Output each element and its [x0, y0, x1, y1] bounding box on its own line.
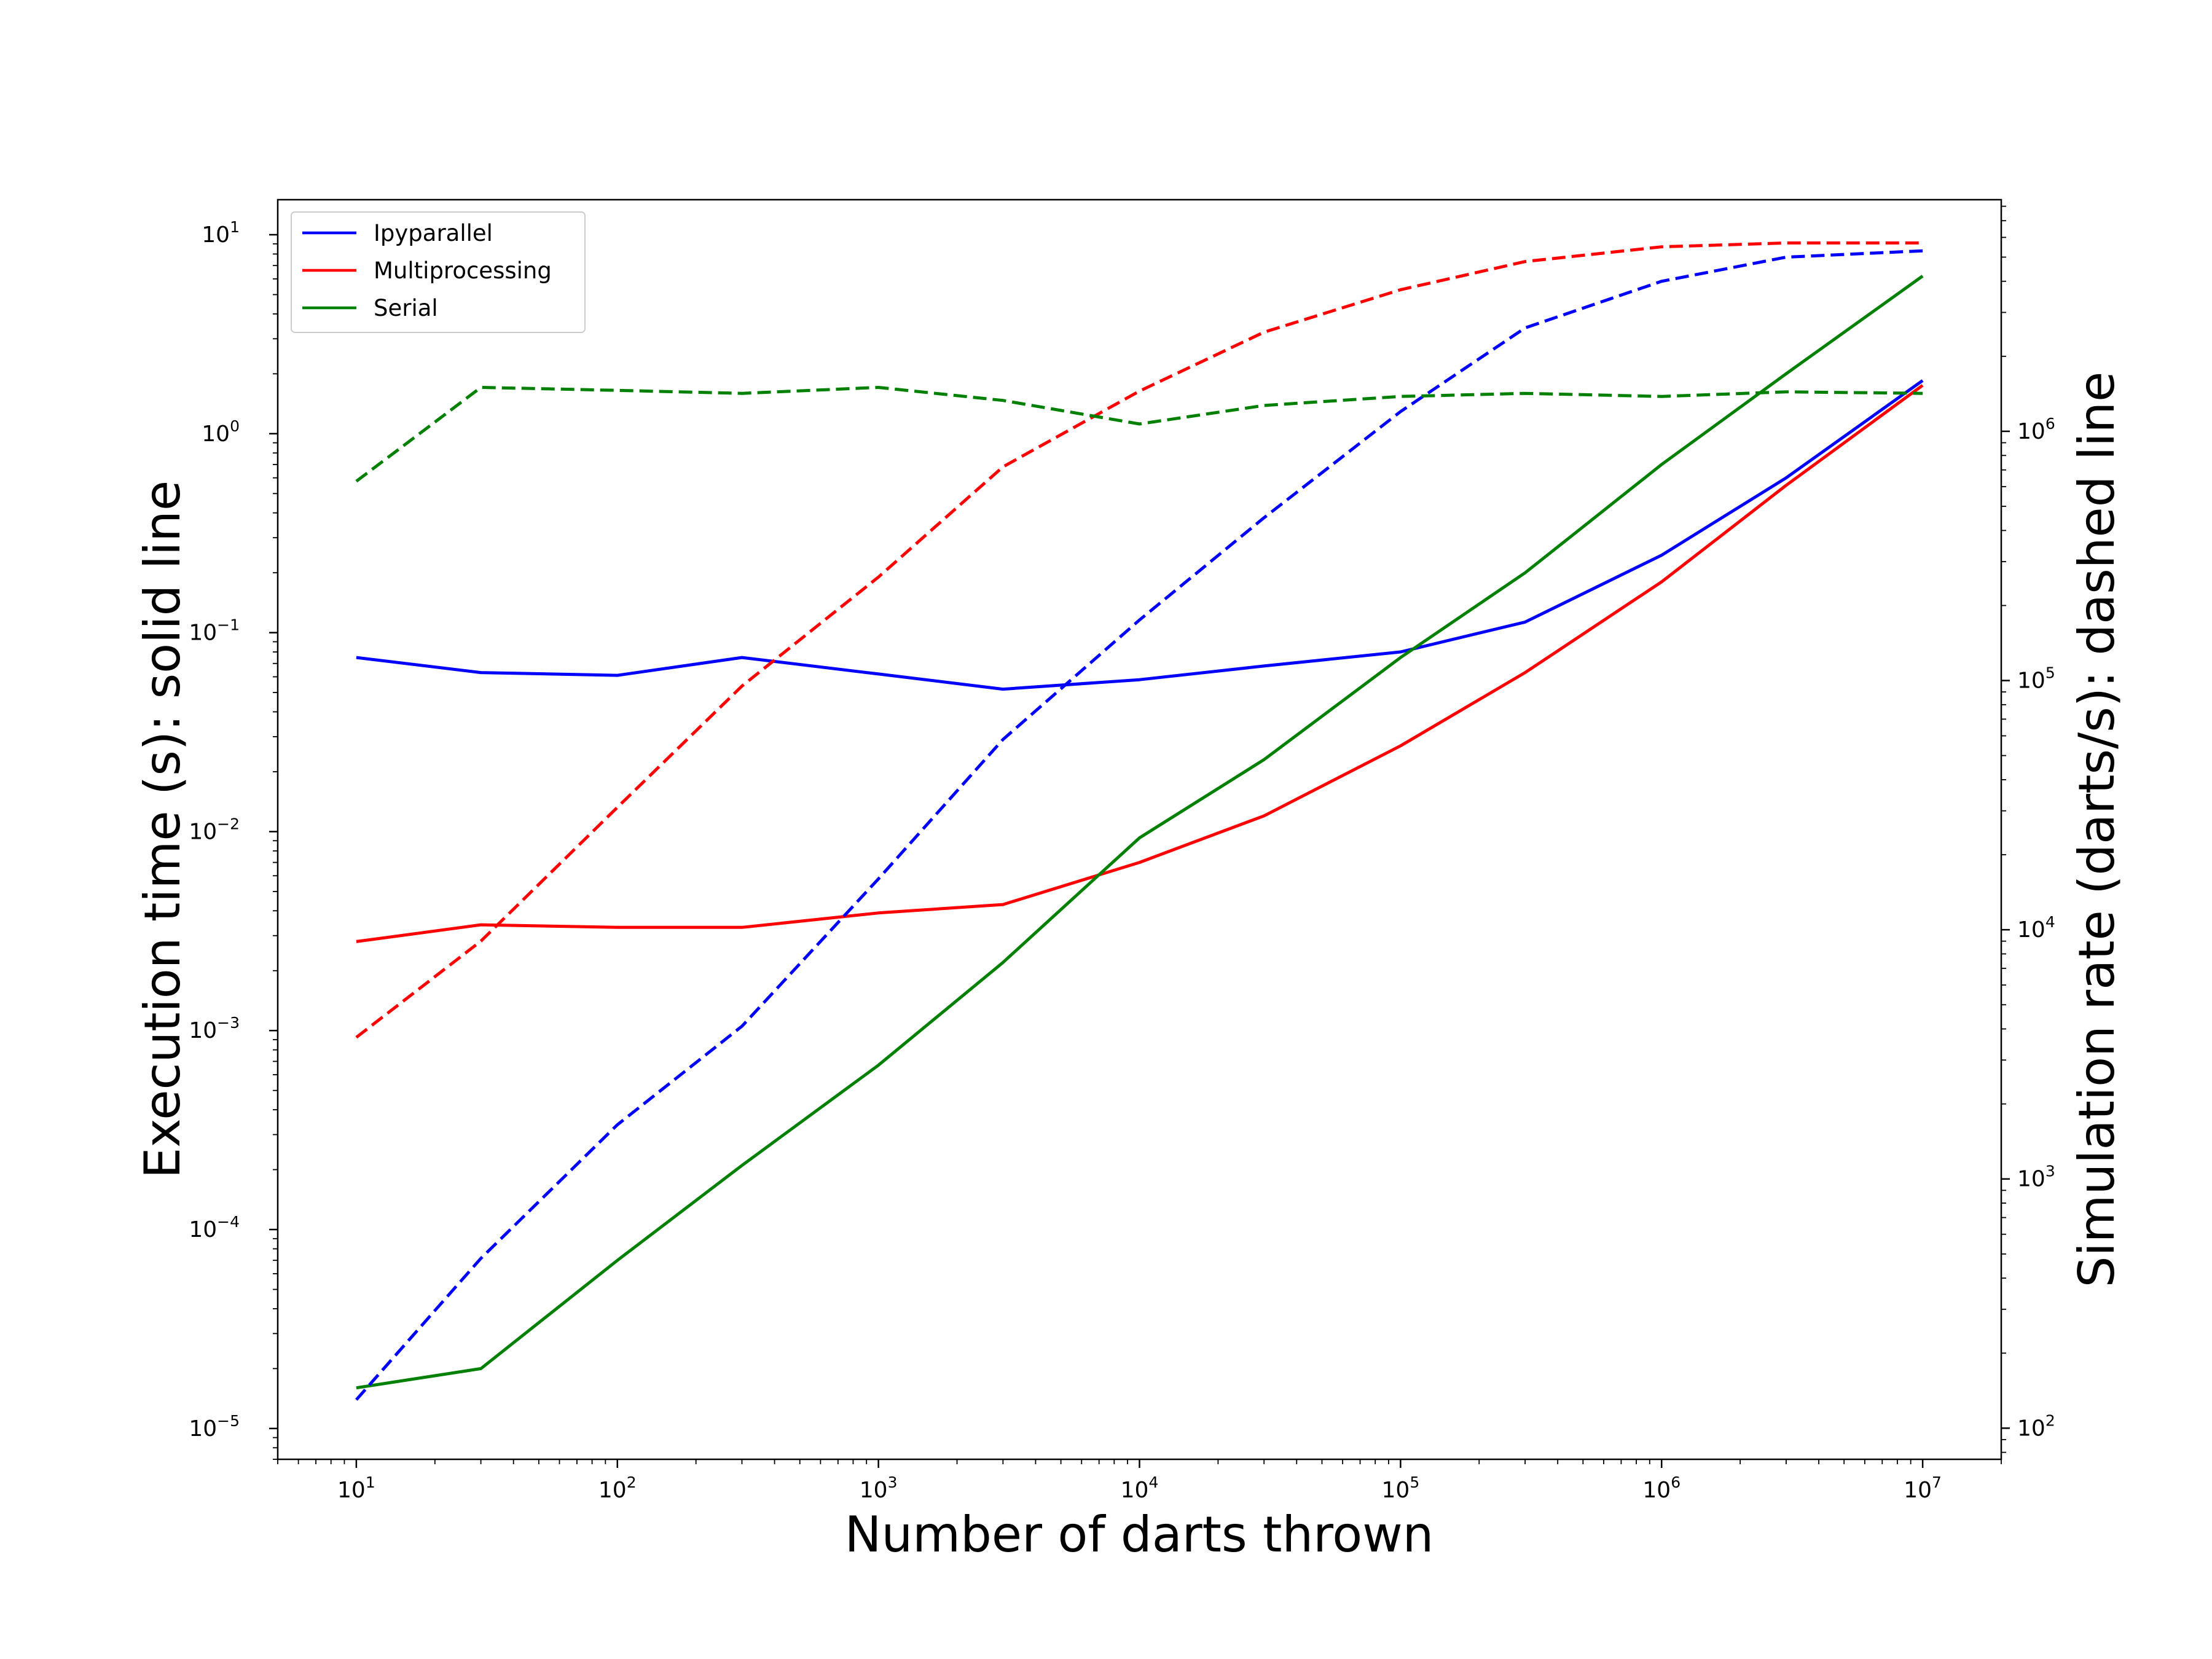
y-left-tick-label: 10−1 — [189, 616, 240, 646]
y-left-axis: 101 100 10−1 10−2 10−3 10−4 10−5 — [189, 218, 278, 1460]
y-left-axis-title: Execution time (s): solid line — [134, 480, 191, 1179]
legend-box — [291, 211, 586, 333]
x-axis-title: Number of darts thrown — [845, 1506, 1434, 1563]
x-tick-label: 101 — [337, 1473, 375, 1503]
x-axis: 101 102 103 104 105 106 107 — [277, 1459, 2002, 1503]
legend-label-serial: Serial — [374, 295, 438, 321]
x-tick-label: 102 — [598, 1473, 637, 1503]
y-left-tick-label: 101 — [202, 218, 240, 248]
series-line-ipyparallel-rate — [355, 249, 1923, 1401]
x-tick-label: 104 — [1121, 1473, 1159, 1503]
y-left-tick-label: 100 — [202, 417, 240, 447]
y-left-tick-label: 10−4 — [189, 1213, 240, 1242]
y-left-tick-label: 10−2 — [189, 815, 240, 844]
series-line-serial-time — [356, 275, 1924, 1390]
x-tick-label: 103 — [860, 1473, 898, 1503]
x-tick-label: 107 — [1904, 1473, 1942, 1503]
series-line-ipyparallel-time — [356, 379, 1924, 691]
y-left-tick-label: 10−3 — [189, 1014, 240, 1043]
y-right-tick-label: 102 — [2017, 1411, 2055, 1441]
legend-label-ipyparallel: Ipyparallel — [374, 220, 493, 246]
y-right-tick-label: 105 — [2017, 664, 2055, 694]
x-tick-label: 106 — [1642, 1473, 1681, 1503]
y-left-tick-label: 10−5 — [189, 1412, 240, 1441]
legend-label-multiprocessing: Multiprocessing — [374, 257, 552, 284]
series-line-serial-rate — [355, 386, 1923, 483]
y-right-axis-title: Simulation rate (darts/s): dashed line — [2068, 372, 2125, 1288]
series-line-multiprocessing-rate — [355, 241, 1923, 1039]
plot-area-frame — [276, 198, 2002, 1461]
legend: Ipyparallel Multiprocessing Serial — [291, 211, 586, 333]
series-line-multiprocessing-time — [356, 384, 1924, 943]
y-right-tick-label: 103 — [2017, 1163, 2055, 1192]
x-tick-label: 105 — [1382, 1473, 1420, 1503]
y-right-axis: 102 103 104 105 106 — [2001, 205, 2055, 1453]
y-right-tick-label: 104 — [2017, 913, 2055, 943]
series-layer — [355, 241, 1924, 1401]
y-right-tick-label: 106 — [2017, 415, 2055, 444]
